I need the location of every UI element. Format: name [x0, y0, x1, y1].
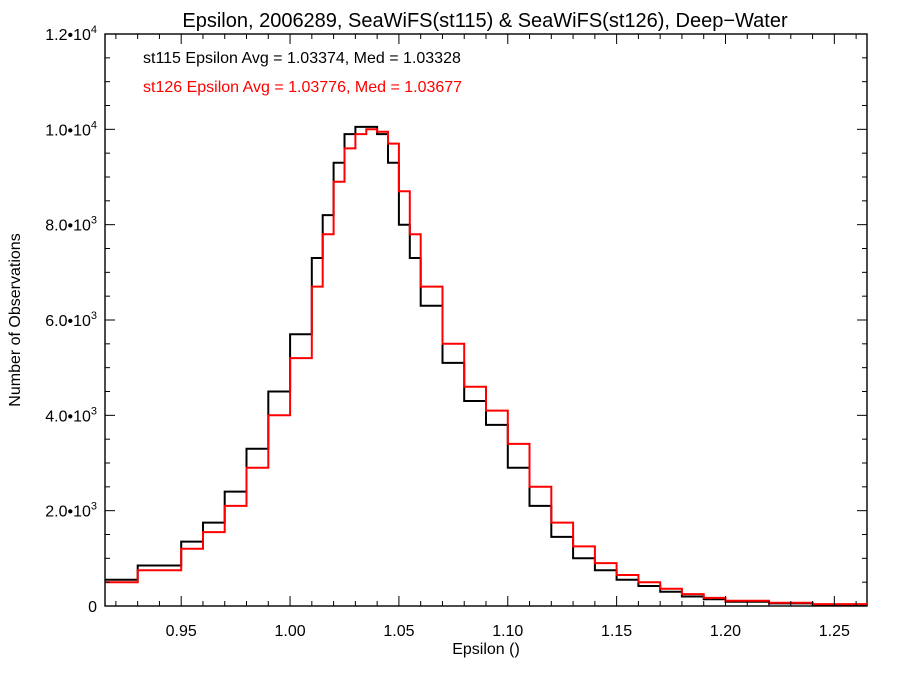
y-tick-exponent: 3: [91, 310, 97, 322]
y-axis-label: Number of Observations: [7, 233, 24, 406]
x-tick-label: 1.10: [492, 623, 523, 640]
y-tick-exponent: 3: [91, 501, 97, 513]
y-tick-mantissa: 0: [88, 599, 97, 616]
y-tick-label: 8.0•103: [45, 215, 97, 235]
x-axis-label: Epsilon (): [452, 641, 520, 658]
annotation-st126: st126 Epsilon Avg = 1.03776, Med = 1.036…: [143, 79, 462, 96]
y-tick-label: 1.2•104: [45, 24, 97, 44]
x-tick-label: 1.20: [710, 623, 741, 640]
y-tick-label: 4.0•103: [45, 405, 97, 425]
chart-title: Epsilon, 2006289, SeaWiFS(st115) & SeaWi…: [182, 10, 788, 32]
y-tick-label: 2.0•103: [45, 501, 97, 521]
y-tick-label: 1.0•104: [45, 119, 97, 139]
series-st115-line: [105, 125, 868, 606]
y-tick-mantissa: 6.0•10: [45, 313, 91, 330]
y-tick-mantissa: 2.0•10: [45, 504, 91, 521]
plot-area: [105, 125, 868, 606]
x-axis: 0.95 1.00 1.05 1.10 1.15 1.20 1.25: [115, 34, 857, 640]
x-tick-label: 1.15: [601, 623, 632, 640]
y-tick-mantissa: 1.0•10: [45, 122, 91, 139]
y-tick-exponent: 4: [91, 24, 97, 36]
y-tick-mantissa: 4.0•10: [45, 408, 91, 425]
y-tick-exponent: 4: [91, 119, 97, 131]
y-tick-label: 0: [88, 599, 97, 616]
series-st126-line: [105, 128, 868, 606]
x-tick-label: 1.05: [383, 623, 414, 640]
x-tick-label: 1.00: [274, 623, 305, 640]
y-tick-label: 6.0•103: [45, 310, 97, 330]
y-tick-exponent: 3: [91, 405, 97, 417]
annotation-st115: st115 Epsilon Avg = 1.03374, Med = 1.033…: [143, 50, 461, 67]
x-tick-label: 1.25: [819, 623, 850, 640]
y-tick-mantissa: 8.0•10: [45, 218, 91, 235]
x-tick-label: 0.95: [166, 623, 197, 640]
y-tick-exponent: 3: [91, 215, 97, 227]
y-tick-mantissa: 1.2•10: [45, 27, 91, 44]
y-axis: 02.0•1034.0•1036.0•1038.0•1031.0•1041.2•…: [45, 24, 867, 616]
plot-frame: [104, 33, 868, 607]
